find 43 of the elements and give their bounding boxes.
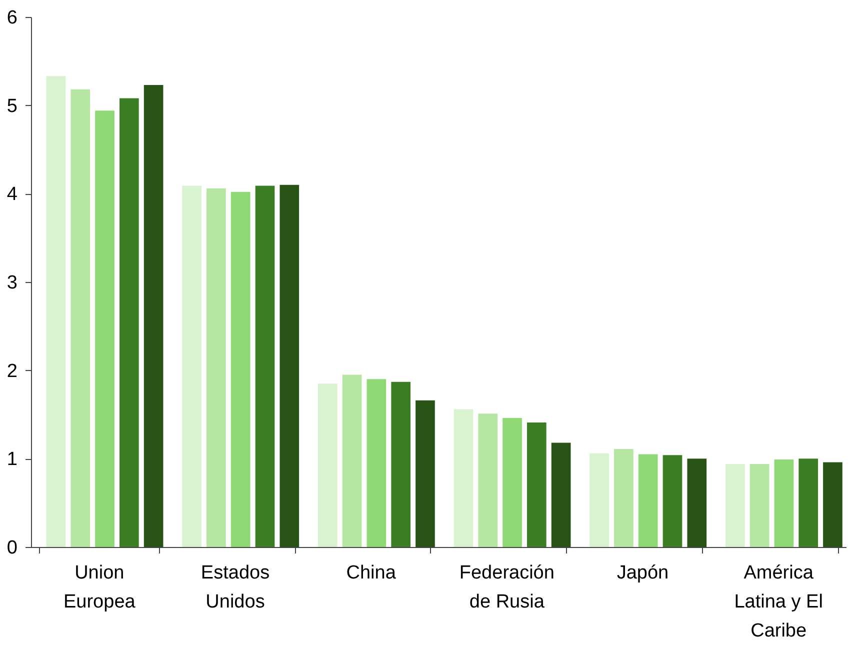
bar xyxy=(95,110,114,547)
bar xyxy=(725,464,745,547)
x-tick-label: América Latina y El Caribe xyxy=(734,562,823,642)
x-tick-label: Estados Unidos xyxy=(200,562,270,612)
bar xyxy=(120,98,139,547)
y-tick-label: 3 xyxy=(6,272,18,294)
bar xyxy=(774,460,794,547)
bar xyxy=(687,458,707,547)
bar xyxy=(750,464,770,547)
bar xyxy=(454,409,474,547)
bar xyxy=(416,400,435,547)
bar xyxy=(662,455,682,547)
y-tick-label: 5 xyxy=(6,96,18,117)
bar xyxy=(318,384,338,547)
y-tick-label: 1 xyxy=(6,449,18,470)
bar xyxy=(527,422,546,547)
y-tick-label: 4 xyxy=(6,184,18,206)
x-tick-label: Federación de Rusia xyxy=(459,562,554,612)
x-tick-label: Union Europea xyxy=(63,562,136,612)
bar xyxy=(502,418,522,547)
y-tick-label: 0 xyxy=(6,538,18,558)
bar xyxy=(255,186,275,547)
y-tick-label: 6 xyxy=(6,8,18,28)
bar xyxy=(590,453,609,547)
bar xyxy=(70,89,90,547)
bar xyxy=(46,76,66,547)
bar xyxy=(614,448,634,547)
bar xyxy=(823,462,842,547)
bar xyxy=(230,192,250,547)
x-tick-label: China xyxy=(346,562,396,584)
bar xyxy=(478,414,498,547)
bar xyxy=(798,458,818,547)
x-tick-label: Japón xyxy=(616,562,669,584)
bar xyxy=(206,188,226,547)
bar xyxy=(366,379,386,547)
bar xyxy=(182,186,202,547)
y-tick-label: 2 xyxy=(6,360,18,382)
bar xyxy=(280,184,300,547)
bar xyxy=(144,85,164,547)
bar xyxy=(638,454,658,547)
bar xyxy=(391,382,410,547)
bar xyxy=(551,442,571,547)
bar xyxy=(342,374,362,547)
